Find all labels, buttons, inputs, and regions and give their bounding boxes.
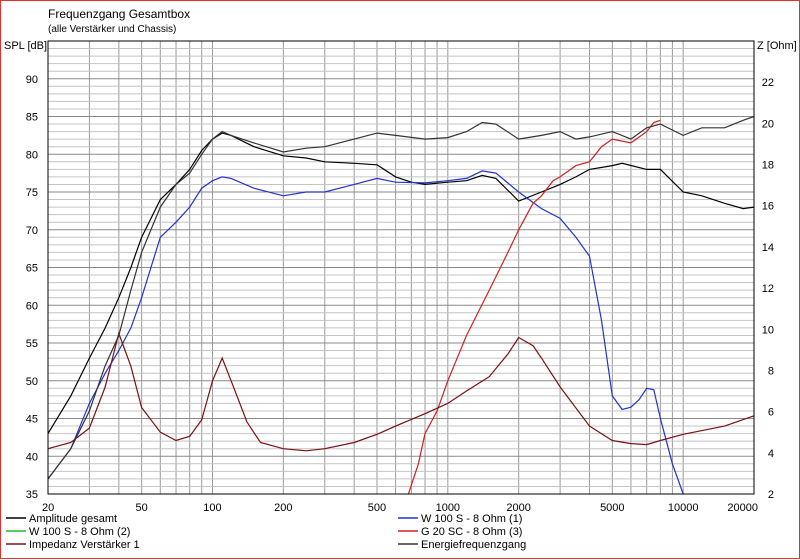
- series-line-1: [47, 170, 684, 495]
- tick-labels: 20 50 100 200 500 1000 2000 5000 10000 20000 35 40 4…: [26, 74, 774, 514]
- y-tick-label: 75: [26, 187, 38, 199]
- legend-label-5: Energiefrequenzgang: [421, 539, 526, 551]
- y2-tick-label: 14: [762, 242, 774, 254]
- y-tick-label: 40: [26, 451, 38, 463]
- y-tick-label: 45: [26, 414, 38, 426]
- y2-axis-title: Z [Ohm]: [757, 40, 797, 52]
- y-tick-label: 35: [26, 489, 38, 501]
- y-tick-label: 55: [26, 338, 38, 350]
- y-tick-label: 65: [26, 263, 38, 275]
- x-tick-label: 100: [203, 502, 221, 514]
- x-tick-label: 50: [136, 502, 148, 514]
- grid: [48, 41, 754, 494]
- legend-label-4: Impedanz Verstärker 1: [29, 539, 140, 551]
- y2-tick-label: 20: [762, 118, 774, 130]
- y-tick-label: 60: [26, 300, 38, 312]
- y2-tick-label: 2: [768, 489, 774, 501]
- x-tick-label: 10000: [668, 502, 699, 514]
- y2-tick-label: 10: [762, 324, 774, 336]
- legend-label-0: Amplitude gesamt: [29, 513, 117, 525]
- x-tick-label: 20: [42, 502, 54, 514]
- x-tick-label: 2000: [506, 502, 530, 514]
- y-axis-title: SPL [dB]: [4, 40, 47, 52]
- chart-title: Frequenzgang Gesamtbox: [48, 7, 190, 21]
- series-lines: [47, 115, 755, 495]
- legend: Amplitude gesamt W 100 S - 8 Ohm (1) W 100…: [6, 513, 526, 551]
- y2-tick-label: 6: [768, 407, 774, 419]
- series-line-3: [407, 119, 661, 495]
- x-tick-label: 1000: [436, 502, 460, 514]
- y-tick-label: 50: [26, 376, 38, 388]
- series-line-5: [47, 115, 755, 480]
- series-line-0: [47, 132, 755, 434]
- x-tick-label: 5000: [600, 502, 624, 514]
- y-tick-label: 80: [26, 149, 38, 161]
- series-line-4: [47, 331, 755, 452]
- x-tick-label: 500: [368, 502, 386, 514]
- legend-label-1: W 100 S - 8 Ohm (1): [421, 513, 522, 525]
- y-tick-label: 85: [26, 112, 38, 124]
- y-tick-label: 90: [26, 74, 38, 86]
- y2-tick-label: 8: [768, 365, 774, 377]
- y2-tick-label: 16: [762, 201, 774, 213]
- plot-border: [47, 40, 755, 495]
- x-tick-label: 200: [274, 502, 292, 514]
- legend-label-2: W 100 S - 8 Ohm (2): [29, 526, 130, 538]
- y2-tick-label: 12: [762, 283, 774, 295]
- legend-label-3: G 20 SC - 8 Ohm (3): [421, 526, 522, 538]
- x-tick-label: 20000: [727, 502, 758, 514]
- y2-tick-label: 22: [762, 77, 774, 89]
- chart-subtitle: (alle Verstärker und Chassis): [48, 24, 176, 35]
- y-tick-label: 70: [26, 225, 38, 237]
- y2-tick-label: 18: [762, 160, 774, 172]
- y2-tick-label: 4: [768, 448, 774, 460]
